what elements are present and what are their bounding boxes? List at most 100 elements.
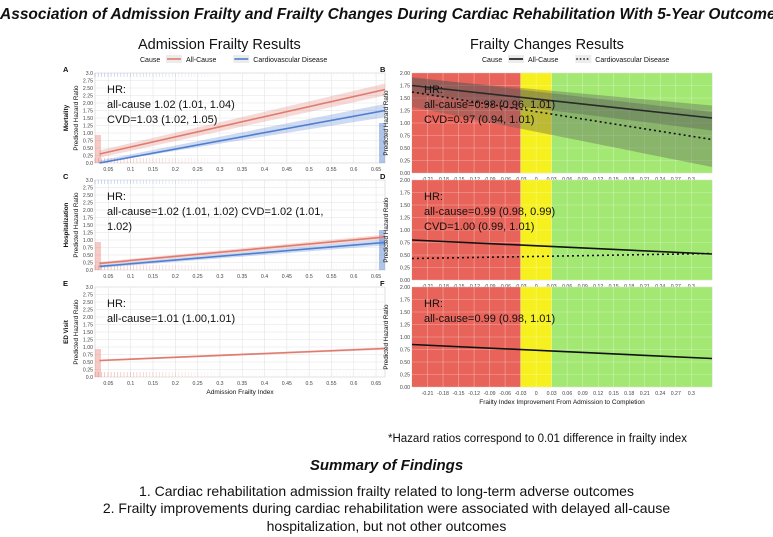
panel-a-row-label: Mortality	[63, 104, 70, 131]
panel-a-ylabel: Predicted Hazard Ratio	[73, 85, 80, 151]
footnote: *Hazard ratios correspond to 0.01 differ…	[388, 433, 687, 445]
panel-e-xtick-4: 0.25	[193, 381, 203, 387]
panel-f-xtick-4: -0.09	[484, 391, 496, 397]
panel-c-xtick-3: 0.2	[172, 274, 179, 280]
panel-c-xtick-9: 0.5	[306, 274, 313, 280]
panel-c-ytick-7: 1.75	[83, 215, 93, 221]
panel-f-xtick-14: 0.21	[640, 391, 650, 397]
panel-b-series-allcause	[411, 84, 713, 119]
panel-e-ytick-5: 1.25	[83, 337, 93, 343]
panel-e-annotation-0: HR:	[107, 298, 126, 310]
panel-d-ytick-7: 1.75	[400, 190, 410, 196]
panel-a-xtick-5: 0.3	[216, 167, 223, 173]
panel-a-ytick-8: 2.00	[83, 101, 93, 107]
panel-f-annotation-0: HR:	[424, 298, 443, 310]
panel-d-series-cvd	[411, 252, 713, 260]
panel-e-ytick-1: 0.25	[83, 367, 93, 373]
panel-d-ytick-3: 0.75	[400, 240, 410, 246]
panel-e-xtick-0: 0.05	[103, 381, 113, 387]
panel-f-xtick-17: 0.3	[688, 391, 695, 397]
panel-f-ytick-4: 1.00	[400, 335, 410, 341]
panel-e-ytick-0: 0.0	[86, 375, 93, 381]
panel-c-xtick-7: 0.4	[261, 274, 268, 280]
panel-d-ytick-8: 2.00	[400, 178, 410, 184]
legend-right-title: Cause	[482, 57, 502, 64]
panel-a-xtick-8: 0.45	[282, 167, 292, 173]
panel-e-xtick-11: 0.6	[350, 381, 357, 387]
panel-e-xtick-5: 0.3	[216, 381, 223, 387]
panel-f-zone-0	[412, 287, 521, 387]
panel-a-xtick-4: 0.25	[193, 167, 203, 173]
legend-left-label-1: Cardiovascular Disease	[253, 57, 327, 64]
panel-d-ytick-0: 0.00	[400, 278, 410, 284]
panel-e-letter: E	[63, 279, 68, 288]
panel-d-letter: D	[380, 172, 386, 181]
panel-f-zone-1	[520, 287, 552, 387]
panel-f-xtick-15: 0.24	[655, 391, 665, 397]
panel-e-ytick-2: 0.50	[83, 360, 93, 366]
summary-heading: Summary of Findings	[309, 457, 464, 474]
panel-c-row-label: Hospitalization	[63, 202, 70, 247]
panel-f-xtick-8: 0.03	[547, 391, 557, 397]
panel-a-ytick-2: 0.50	[83, 146, 93, 152]
panel-f-xtick-12: 0.15	[609, 391, 619, 397]
panel-b-ytick-1: 0.25	[400, 158, 410, 164]
panel-f-ytick-7: 1.75	[400, 297, 410, 303]
panel-c-xtick-12: 0.65	[371, 274, 381, 280]
panel-a-ytick-10: 2.50	[83, 86, 93, 92]
panel-a-rug-cluster-right	[379, 123, 385, 163]
panel-a-annotation-2: CVD=1.03 (1.02, 1.05)	[107, 114, 217, 126]
panel-f-ytick-0: 0.00	[400, 385, 410, 391]
panel-e-ytick-9: 2.25	[83, 307, 93, 313]
panel-e-xtick-12: 0.65	[371, 381, 381, 387]
panel-a-xtick-0: 0.05	[103, 167, 113, 173]
panel-a-ytick-7: 1.75	[83, 108, 93, 114]
panel-d-ytick-2: 0.50	[400, 253, 410, 259]
panel-f-xtick-1: -0.18	[437, 391, 449, 397]
panel-c-ytick-0: 0.0	[86, 268, 93, 274]
panel-c-ytick-9: 2.25	[83, 200, 93, 206]
panel-f-ytick-1: 0.25	[400, 372, 410, 378]
figure-title: Association of Admission Frailty and Fra…	[0, 6, 773, 23]
panel-e-xtick-9: 0.5	[306, 381, 313, 387]
panel-a-xtick-9: 0.5	[306, 167, 313, 173]
panel-e-rug	[94, 372, 383, 377]
chart-area: Cause All-Cause Cardiovascular Disease Caus…	[63, 55, 713, 406]
panel-d-series-allcause	[411, 239, 713, 255]
panel-b-ytick-2: 0.50	[400, 146, 410, 152]
panel-f-ytick-6: 1.50	[400, 310, 410, 316]
panel-b-annotation-1: all-cause=0.98 (0.96, 1.01)	[424, 99, 555, 111]
panel-d-ytick-4: 1.00	[400, 228, 410, 234]
panel-f-xtick-5: -0.06	[499, 391, 511, 397]
panel-e-ytick-8: 2.00	[83, 315, 93, 321]
panel-f-letter: F	[380, 279, 385, 288]
panel-c-xtick-6: 0.35	[237, 274, 247, 280]
panel-f-xtick-16: 0.27	[671, 391, 681, 397]
panel-c-xtick-2: 0.15	[148, 274, 158, 280]
legend-left-title: Cause	[140, 57, 160, 64]
panel-e-ytick-3: 0.75	[83, 352, 93, 358]
panel-e-xtick-6: 0.35	[237, 381, 247, 387]
panel-c-series-allcause	[99, 236, 386, 265]
panel-f-xlabel: Frailty Index Improvement From Admission…	[479, 399, 645, 406]
panel-b-ylabel: Predicted Hazard Ratio	[383, 90, 390, 156]
panel-f-xtick-2: -0.15	[453, 391, 465, 397]
panel-c-xtick-0: 0.05	[103, 274, 113, 280]
panel-c-ylabel: Predicted Hazard Ratio	[73, 192, 80, 258]
panel-d-ytick-1: 0.25	[400, 265, 410, 271]
finding-1: 1. Cardiac rehabilitation admission frai…	[139, 483, 634, 499]
panel-a-xtick-12: 0.65	[371, 167, 381, 173]
panel-f-annotation-1: all-cause=0.99 (0.98, 1.01)	[424, 313, 555, 325]
panel-a-annotation-0: HR:	[107, 84, 126, 96]
panel-d-annotation-2: CVD=1.00 (0.99, 1.01)	[424, 221, 534, 233]
panel-f-xtick-11: 0.12	[593, 391, 603, 397]
panel-c-annotation-0: HR:	[107, 191, 126, 203]
panel-a-annotation-1: all-cause 1.02 (1.01, 1.04)	[107, 99, 235, 111]
panel-c-ytick-8: 2.00	[83, 208, 93, 214]
panel-c-annotation-1: all-cause=1.02 (1.01, 1.02) CVD=1.02 (1.…	[107, 206, 323, 218]
panel-c-xtick-5: 0.3	[216, 274, 223, 280]
panel-d-zone-1	[520, 180, 552, 280]
panel-f-xtick-9: 0.06	[562, 391, 572, 397]
panel-a-series-allcause	[99, 88, 386, 155]
panel-a-ytick-9: 2.25	[83, 93, 93, 99]
